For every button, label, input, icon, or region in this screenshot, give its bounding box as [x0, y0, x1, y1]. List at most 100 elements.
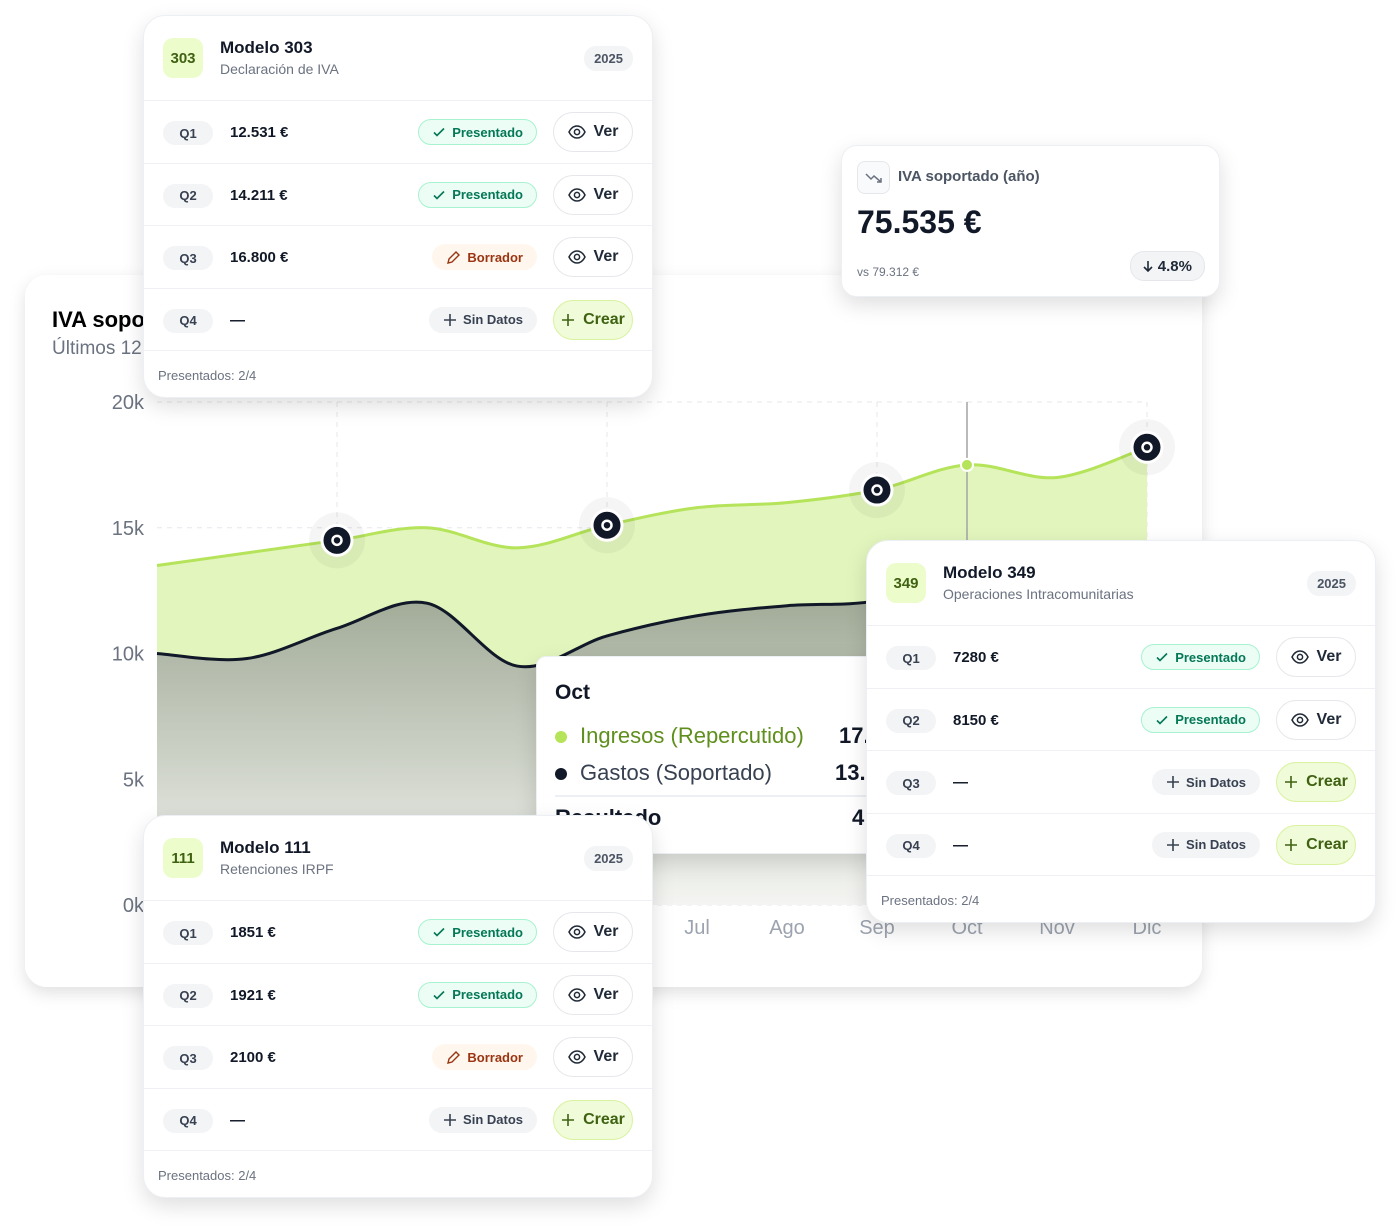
status-text: Presentado	[452, 124, 523, 140]
action-text: Ver	[593, 1048, 619, 1066]
quarter-pill: Q3	[886, 771, 936, 796]
action-button[interactable]: Ver	[553, 912, 633, 952]
action-text: Ver	[593, 248, 619, 266]
model-subtitle: Operaciones Intracomunitarias	[943, 586, 1134, 602]
amount: 14.211 €	[230, 186, 288, 204]
status-badge: Presentado	[1141, 644, 1260, 670]
status-text: Sin Datos	[1186, 774, 1246, 790]
model-badge: 111	[163, 838, 203, 878]
quarter-pill: Q2	[886, 708, 936, 733]
model-title: Modelo 303	[220, 38, 313, 57]
model-title: Modelo 111	[220, 838, 311, 857]
status-text: Sin Datos	[463, 312, 523, 328]
action-button[interactable]: Ver	[1276, 637, 1356, 677]
amount: 8150 €	[953, 711, 999, 729]
quarter-pill: Q4	[163, 1108, 213, 1133]
action-text: Ver	[593, 985, 619, 1003]
status-badge: Presentado	[1141, 706, 1260, 733]
action-button[interactable]: Ver	[553, 174, 633, 215]
year-pill: 2025	[584, 46, 633, 71]
tooltip-label: Ingresos (Repercutido)	[580, 723, 804, 748]
status-text: Presentado	[1175, 649, 1246, 665]
action-button[interactable]: Ver	[553, 112, 633, 152]
quarter-pill: Q4	[163, 308, 213, 333]
quarter-row: Q1 7280 € Presentado Ver	[867, 625, 1375, 688]
quarter-row: Q2 8150 € Presentado Ver	[867, 687, 1375, 751]
action-text: Ver	[593, 185, 619, 203]
action-button[interactable]: Ver	[553, 237, 633, 278]
action-button[interactable]: Crear	[553, 299, 633, 340]
quarter-row: Q3 2100 € Borrador Ver	[144, 1025, 652, 1088]
action-text: Ver	[1316, 648, 1342, 665]
marker	[860, 473, 894, 507]
quarter-row: Q4 — Sin Datos Crear	[144, 287, 652, 351]
kpi-change-text: 4.8%	[1157, 257, 1192, 275]
status-text: Sin Datos	[1186, 837, 1246, 853]
action-button[interactable]: Ver	[1276, 699, 1356, 740]
y-tick-label: 20k	[112, 392, 145, 414]
footer-line	[144, 1150, 652, 1151]
amount: 1921 €	[230, 986, 276, 1004]
status-badge: Borrador	[432, 244, 537, 271]
status-badge: Sin Datos	[429, 1106, 537, 1133]
status-text: Presentado	[452, 924, 523, 940]
model-subtitle: Declaración de IVA	[220, 61, 339, 77]
model-badge: 303	[163, 38, 203, 78]
marker-core	[601, 519, 613, 531]
quarter-row: Q4 — Sin Datos Crear	[144, 1087, 652, 1151]
kpi-card: IVA soportado (año) 75.535 € vs 79.312 € 4.…	[841, 145, 1220, 297]
quarter-row: Q2 14.211 € Presentado Ver	[144, 162, 652, 226]
amount: 7280 €	[953, 649, 999, 666]
action-text: Crear	[1306, 835, 1348, 853]
status-text: Presentado	[452, 987, 523, 1003]
footer-line	[867, 875, 1375, 876]
amount: 16.800 €	[230, 249, 289, 267]
chart-subtitle: Últimos 12	[52, 337, 142, 359]
action-button[interactable]: Crear	[1276, 824, 1356, 865]
status-badge: Borrador	[432, 1044, 537, 1071]
y-tick-label: 15k	[112, 518, 145, 540]
status-badge: Presentado	[418, 919, 537, 945]
footer-line	[144, 350, 652, 351]
marker	[320, 523, 354, 557]
quarter-pill: Q3	[163, 1046, 213, 1071]
amount: —	[953, 774, 968, 792]
x-tick-label: Ago	[769, 917, 805, 939]
action-button[interactable]: Ver	[553, 974, 633, 1015]
quarter-row: Q1 12.531 € Presentado Ver	[144, 100, 652, 163]
quarter-row: Q3 16.800 € Borrador Ver	[144, 225, 652, 288]
status-text: Sin Datos	[463, 1112, 523, 1128]
model-title: Modelo 349	[943, 563, 1036, 582]
action-button[interactable]: Crear	[553, 1099, 633, 1140]
quarter-row: Q1 1851 € Presentado Ver	[144, 900, 652, 963]
marker	[590, 508, 624, 542]
kpi-title: IVA soportado (año)	[898, 168, 1040, 185]
kpi-comparison: vs 79.312 €	[857, 265, 920, 279]
model-card: 111 Modelo 111 Retenciones IRPF 2025 Q1 1851 …	[143, 815, 653, 1198]
kpi-icon	[857, 161, 890, 194]
action-text: Crear	[583, 1110, 625, 1128]
quarter-pill: Q2	[163, 183, 213, 208]
amount: —	[230, 311, 245, 329]
amount: 1851 €	[230, 924, 276, 941]
status-text: Presentado	[452, 187, 523, 203]
status-text: Borrador	[467, 249, 523, 265]
tooltip-label: Gastos (Soportado)	[580, 760, 772, 785]
quarter-row: Q2 1921 € Presentado Ver	[144, 962, 652, 1026]
action-text: Ver	[593, 123, 619, 140]
y-tick-label: 0k	[123, 895, 145, 917]
divider	[555, 795, 879, 797]
y-tick-label: 10k	[112, 644, 145, 666]
action-button[interactable]: Ver	[553, 1037, 633, 1078]
action-button[interactable]: Crear	[1276, 762, 1356, 803]
quarter-pill: Q2	[163, 983, 213, 1008]
kpi-value: 75.535 €	[857, 204, 982, 240]
legend-dot	[555, 768, 567, 780]
status-badge: Presentado	[418, 119, 537, 145]
quarter-pill: Q3	[163, 246, 213, 271]
chart-title: IVA sopo	[52, 307, 145, 332]
quarter-row: Q3 — Sin Datos Crear	[867, 750, 1375, 813]
card-footer: Presentados: 2/4	[158, 1168, 257, 1183]
amount: 12.531 €	[230, 124, 289, 141]
